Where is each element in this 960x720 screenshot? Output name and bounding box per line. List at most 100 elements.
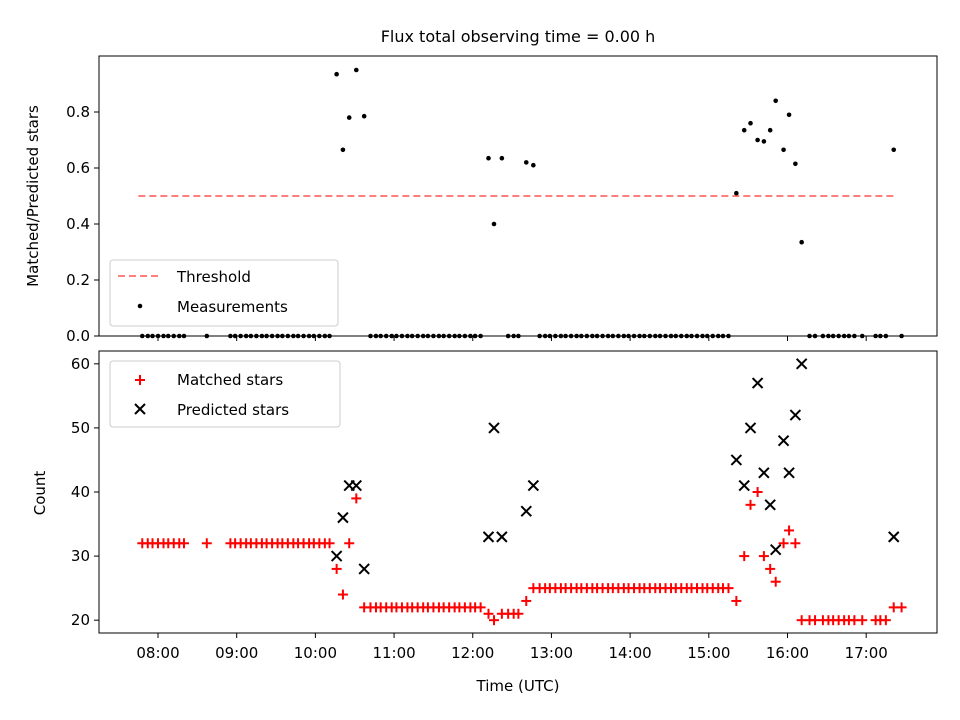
measurement-point — [673, 333, 679, 339]
measurement-point — [457, 333, 462, 339]
predicted-star-point-b — [758, 467, 770, 479]
predicted-star-point-b — [330, 550, 343, 562]
measurement-point — [663, 333, 668, 339]
measurement-point — [786, 112, 792, 118]
legend-matched-marker — [135, 375, 145, 385]
measurement-point — [820, 333, 826, 339]
measurement-point — [761, 139, 767, 144]
measurement-point — [176, 333, 182, 339]
measurement-point — [773, 98, 778, 104]
matched-star-point — [752, 487, 763, 497]
predicted-star-point-b — [764, 499, 776, 511]
predicted-star-point — [789, 409, 802, 421]
measurement-point — [563, 333, 568, 339]
matched-star-point — [723, 583, 734, 594]
measurement-point — [755, 137, 760, 143]
matched-star-point — [770, 576, 781, 587]
predicted-star-point-b — [730, 454, 743, 466]
predicted-star-point-b — [520, 505, 532, 517]
measurement-point — [145, 333, 151, 339]
measurement-point — [394, 333, 399, 339]
predicted-stars-points — [330, 358, 900, 575]
matched-star-point — [758, 551, 769, 562]
measurement-point — [767, 127, 773, 133]
predicted-star-point-b — [496, 531, 508, 543]
measurement-point — [715, 333, 721, 339]
measurement-point — [317, 333, 322, 339]
measurement-point — [181, 333, 187, 339]
x-tick-label: 12:00 — [451, 644, 494, 662]
legend-matched-swatch — [135, 375, 145, 385]
measurement-point — [243, 333, 249, 339]
measurement-point — [883, 333, 889, 339]
predicted-star-point-b — [482, 531, 495, 543]
predicted-star-point — [337, 511, 349, 524]
top-y-tick-label: 0.2 — [66, 271, 90, 289]
measurement-point — [491, 221, 497, 227]
measurement-point — [899, 333, 904, 339]
measurement-point — [269, 333, 275, 339]
bottom-legend: Matched stars Predicted stars — [109, 360, 341, 428]
measurement-point — [280, 333, 285, 339]
top-y-axis: 0.0 0.2 0.4 0.6 0.8 — [66, 103, 99, 345]
measurement-point — [389, 333, 395, 339]
predicted-star-point — [482, 531, 495, 543]
measurement-point — [846, 333, 852, 339]
measurement-point — [793, 161, 798, 167]
measurement-point — [409, 333, 415, 339]
measurement-point — [346, 115, 352, 120]
matched-star-point — [857, 615, 868, 626]
matched-star-point — [331, 563, 342, 574]
measurement-point — [637, 333, 642, 339]
predicted-star-point-b — [888, 531, 900, 543]
chart-title: Flux total observing time = 0.00 h — [381, 27, 656, 46]
measurement-point — [368, 333, 373, 339]
bottom-y-tick-label: 30 — [71, 547, 90, 565]
measurement-point — [436, 333, 442, 339]
predicted-star-point-b — [795, 358, 808, 370]
legend-predicted-marker-b — [134, 403, 146, 415]
bottom-panel: 20 30 40 50 60 08:00 09:00 10:00 11:00 12:00 13:0… — [31, 350, 938, 695]
measurement-point — [161, 333, 166, 339]
measurement-point — [694, 333, 700, 339]
measurement-point — [468, 333, 473, 339]
predicted-star-point — [888, 531, 900, 543]
measurement-point — [700, 333, 705, 339]
predicted-star-point-b — [337, 511, 349, 524]
measurement-point — [139, 333, 145, 339]
measurement-point — [291, 333, 296, 339]
matched-star-point — [475, 602, 486, 613]
measurement-point — [499, 155, 505, 161]
measurement-point — [657, 333, 663, 339]
measurement-point — [584, 333, 590, 339]
measurement-point — [841, 333, 847, 339]
measurement-point — [228, 333, 233, 339]
measurement-point — [668, 333, 674, 339]
measurement-point — [741, 127, 747, 133]
predicted-star-point-b — [527, 479, 540, 492]
matched-star-point — [784, 525, 795, 536]
measurement-point — [322, 333, 328, 339]
top-panel: 0.00.20.40.60.8 Matched/Predicted stars … — [24, 55, 938, 345]
measurement-point — [238, 333, 243, 339]
x-tick-label: 16:00 — [766, 644, 809, 662]
measurement-point — [878, 333, 883, 339]
predicted-star-point — [744, 422, 757, 434]
measurement-point — [830, 333, 836, 339]
predicted-star-point — [764, 499, 776, 511]
predicted-star-point — [350, 479, 363, 492]
measurement-point — [248, 333, 254, 339]
top-y-tick-label: 0.4 — [66, 215, 90, 233]
measurement-point — [150, 333, 155, 339]
predicted-star-point — [330, 550, 343, 562]
measurement-point — [204, 333, 210, 339]
matched-star-point — [880, 615, 891, 626]
measurement-point — [425, 333, 431, 339]
measurement-point — [275, 333, 280, 339]
measurement-point — [486, 155, 491, 161]
predicted-star-point — [769, 543, 782, 556]
measurement-point — [171, 333, 177, 339]
predicted-star-point-b — [751, 377, 764, 389]
measurement-point — [873, 333, 878, 339]
